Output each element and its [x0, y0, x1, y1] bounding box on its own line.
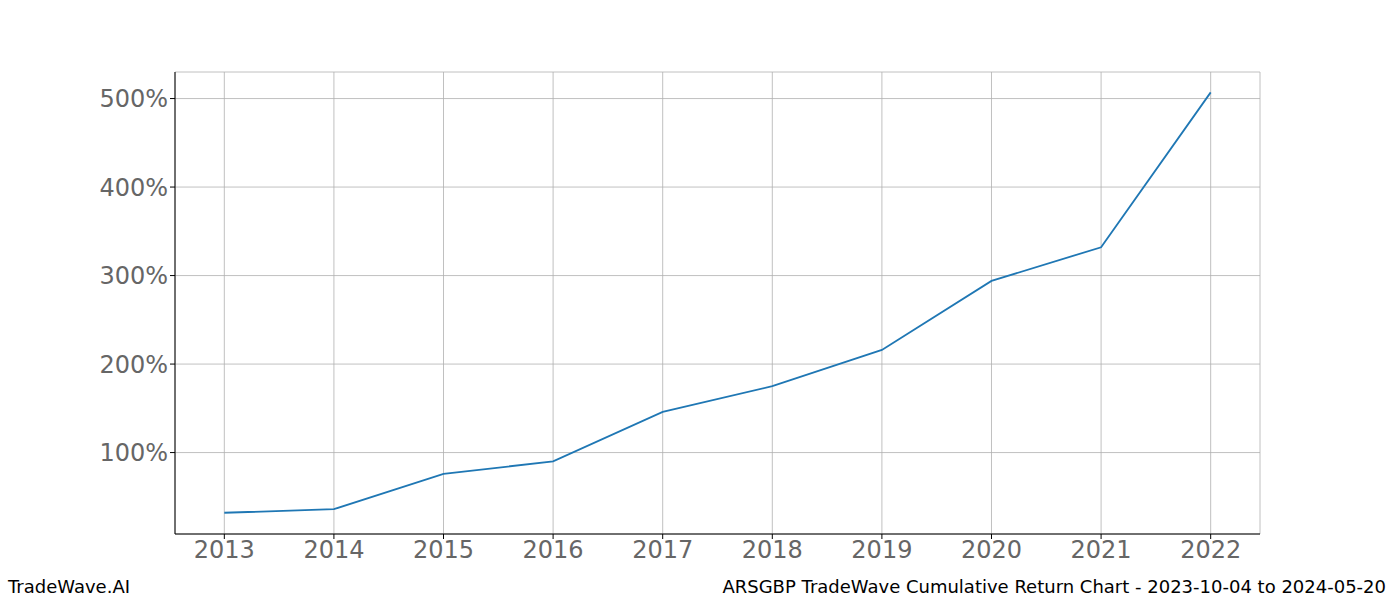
svg-text:2019: 2019 — [851, 536, 912, 564]
svg-text:2015: 2015 — [413, 536, 474, 564]
svg-text:2016: 2016 — [523, 536, 584, 564]
svg-text:400%: 400% — [99, 174, 168, 202]
svg-text:100%: 100% — [99, 439, 168, 467]
svg-text:200%: 200% — [99, 351, 168, 379]
html-text:ARSGBP TradeWave Cumulative Re: ARSGBP TradeWave Cumulative Return Chart… — [722, 576, 1386, 597]
svg-text:2022: 2022 — [1180, 536, 1241, 564]
svg-text:2021: 2021 — [1071, 536, 1132, 564]
html-text:TradeWave.AI: TradeWave.AI — [8, 576, 130, 597]
svg-text:2013: 2013 — [194, 536, 255, 564]
svg-text:2014: 2014 — [303, 536, 364, 564]
svg-text:300%: 300% — [99, 262, 168, 290]
svg-text:500%: 500% — [99, 85, 168, 113]
svg-text:2020: 2020 — [961, 536, 1022, 564]
svg-text:2017: 2017 — [632, 536, 693, 564]
svg-text:2018: 2018 — [742, 536, 803, 564]
